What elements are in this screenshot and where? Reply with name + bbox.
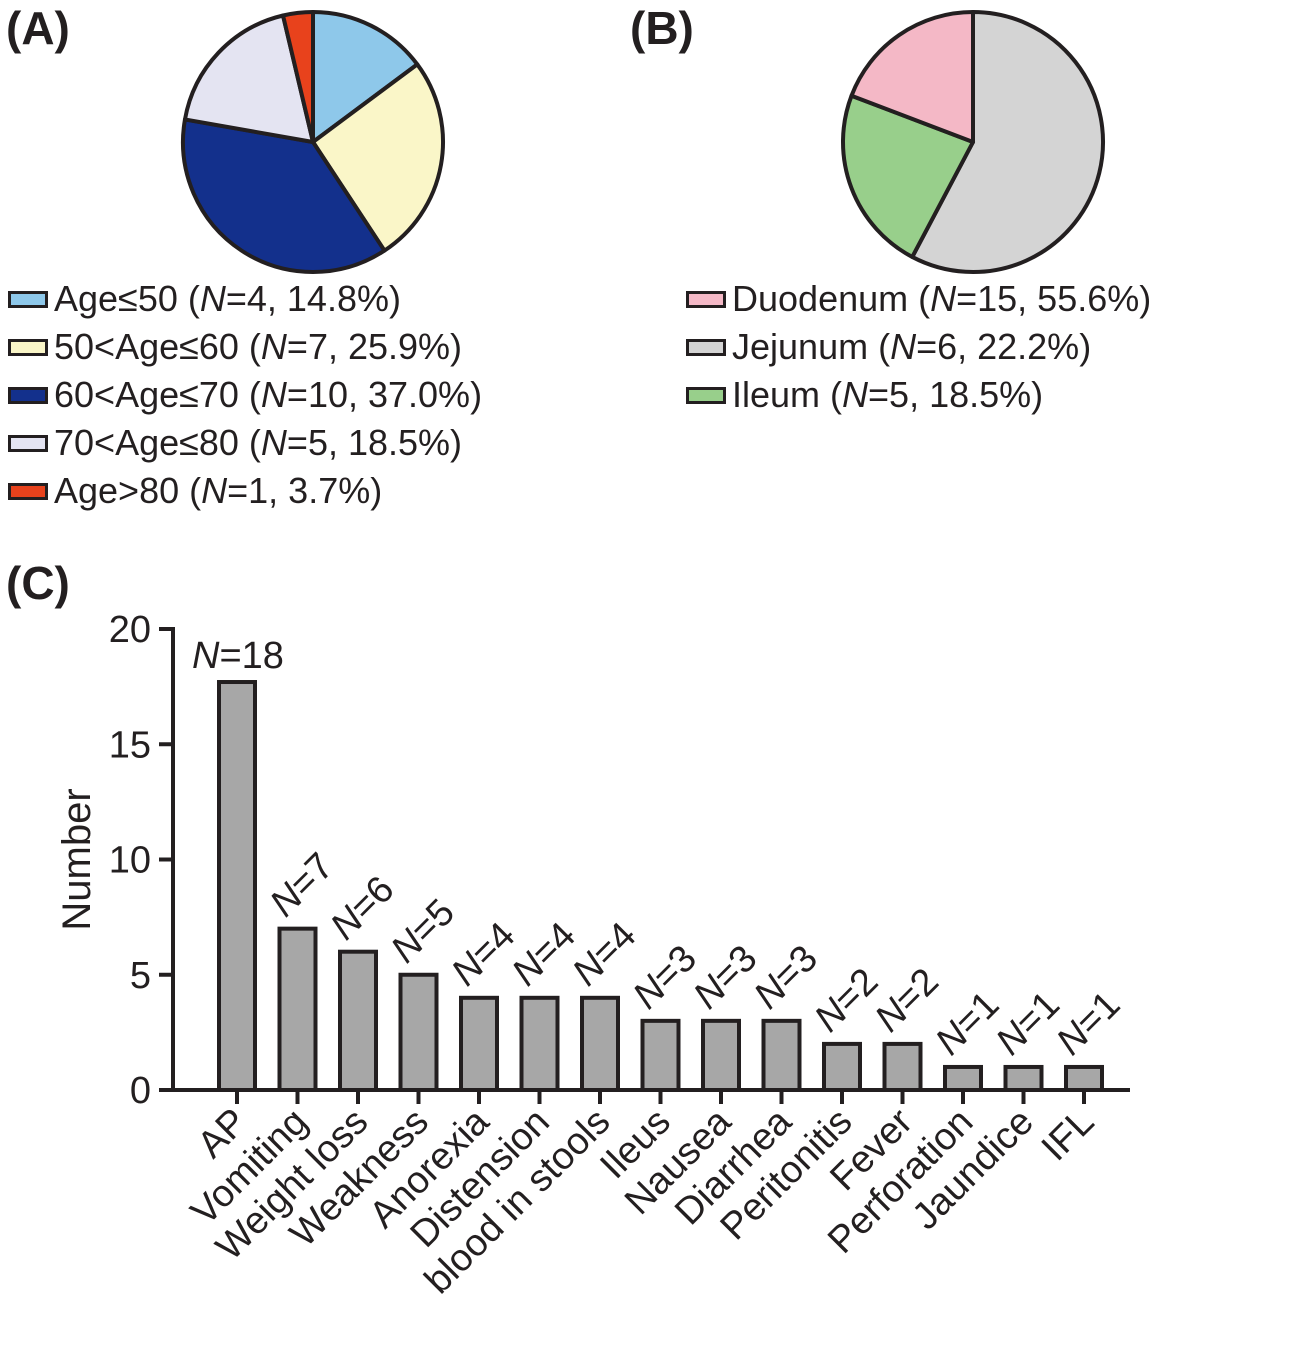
bar-ileus bbox=[640, 1018, 681, 1092]
bar-ap bbox=[217, 680, 257, 1092]
legend-a-n-symbol: N bbox=[201, 470, 228, 511]
legend-a-entry: 60<Age≤70 (N=10, 37.0%) bbox=[8, 371, 482, 419]
pie-a-slice-age-50 bbox=[311, 10, 420, 144]
pie-b-slice-duodenum bbox=[910, 10, 1105, 274]
legend-a-text: 70<Age≤80 (N=5, 18.5%) bbox=[54, 419, 462, 467]
y-axis-label: Number bbox=[55, 788, 99, 930]
bar-fever bbox=[882, 1041, 923, 1093]
legend-b-entry: Ileum (N=5, 18.5%) bbox=[686, 371, 1151, 419]
legend-b-label: Duodenum ( bbox=[732, 278, 931, 319]
legend-a-text: 60<Age≤70 (N=10, 37.0%) bbox=[54, 371, 482, 419]
legend-a-swatch bbox=[8, 482, 48, 500]
legend-b-swatch bbox=[686, 290, 726, 308]
legend-a-text: Age≤50 (N=4, 14.8%) bbox=[54, 275, 401, 323]
bar-anorexia bbox=[459, 995, 499, 1092]
legend-a-swatch bbox=[8, 434, 48, 452]
legend-a-value: =10, 37.0%) bbox=[286, 374, 483, 415]
legend-b-swatch bbox=[686, 386, 726, 404]
bar-diarrhea bbox=[761, 1018, 802, 1092]
y-tick-label: 0 bbox=[130, 1070, 151, 1112]
legend-a-value: =7, 25.9%) bbox=[286, 326, 463, 367]
legend-a-value: =4, 14.8%) bbox=[225, 278, 401, 319]
legend-b-n-symbol: N bbox=[842, 374, 869, 415]
pie-a-slice-age-80 bbox=[281, 9, 315, 144]
legend-b-text: Ileum (N=5, 18.5%) bbox=[732, 371, 1043, 419]
legend-b-swatch bbox=[686, 338, 726, 356]
pie-chart-age bbox=[181, 9, 446, 275]
legend-a-entry: Age≤50 (N=4, 14.8%) bbox=[8, 275, 482, 323]
bar-weakness bbox=[398, 972, 439, 1092]
bar-vomiting bbox=[277, 926, 318, 1093]
legend-a-value: =1, 3.7%) bbox=[227, 470, 383, 511]
y-tick-label: 15 bbox=[109, 724, 151, 766]
data-label-ap: N=18 bbox=[192, 635, 284, 677]
pie-a-slice-70-age-80 bbox=[182, 13, 315, 144]
pie-b-slice-jejunum bbox=[841, 93, 975, 259]
legend-a-value: =5, 18.5%) bbox=[286, 422, 463, 463]
legend-a-n-symbol: N bbox=[260, 374, 287, 415]
bar-nausea bbox=[701, 1018, 741, 1092]
y-tick-label: 10 bbox=[109, 840, 151, 882]
legend-b-value: =6, 22.2%) bbox=[916, 326, 1092, 367]
legend-b-label: Jejunum ( bbox=[732, 326, 891, 367]
bar-perforation bbox=[943, 1064, 983, 1092]
bar-weight-loss bbox=[338, 949, 378, 1093]
legend-a-swatch bbox=[8, 338, 48, 356]
legend-a-n-symbol: N bbox=[260, 326, 287, 367]
y-tick-label: 20 bbox=[109, 609, 151, 651]
bar-jaundice bbox=[1003, 1064, 1044, 1092]
data-label-nausea: N=3 bbox=[686, 937, 766, 1017]
legend-b-n-symbol: N bbox=[930, 278, 957, 319]
legend-b-label: Ileum ( bbox=[732, 374, 843, 415]
legend-a-entry: 50<Age≤60 (N=7, 25.9%) bbox=[8, 323, 482, 371]
panel-label-a: (A) bbox=[6, 2, 70, 54]
bar-ifl bbox=[1064, 1064, 1104, 1092]
pie-b-slice-ileum bbox=[849, 10, 975, 144]
legend-a-label: Age≤50 ( bbox=[54, 278, 200, 319]
legend-a-entry: 70<Age≤80 (N=5, 18.5%) bbox=[8, 419, 482, 467]
legend-location: Duodenum (N=15, 55.6%) Jejunum (N=6, 22.2… bbox=[686, 275, 1151, 419]
data-label-ifl: N=1 bbox=[1049, 984, 1129, 1064]
legend-a-n-symbol: N bbox=[260, 422, 287, 463]
legend-b-entry: Jejunum (N=6, 22.2%) bbox=[686, 323, 1151, 371]
data-label-distension: N=4 bbox=[504, 914, 584, 994]
pie-a-slice-50-age-60 bbox=[311, 62, 446, 253]
pie-chart-location bbox=[841, 10, 1105, 274]
bar-blood-in-stools bbox=[580, 995, 620, 1092]
legend-b-entry: Duodenum (N=15, 55.6%) bbox=[686, 275, 1151, 323]
legend-b-value: =15, 55.6%) bbox=[956, 278, 1152, 319]
panel-label-b: (B) bbox=[630, 2, 694, 54]
legend-b-value: =5, 18.5%) bbox=[868, 374, 1044, 415]
panel-label-c: (C) bbox=[6, 557, 70, 609]
bar-distension bbox=[519, 995, 560, 1092]
legend-a-entry: Age>80 (N=1, 3.7%) bbox=[8, 467, 482, 515]
legend-a-label: Age>80 ( bbox=[54, 470, 202, 511]
y-tick-label: 5 bbox=[130, 955, 151, 997]
legend-b-text: Duodenum (N=15, 55.6%) bbox=[732, 275, 1151, 323]
legend-a-label: 60<Age≤70 ( bbox=[54, 374, 261, 415]
legend-a-text: Age>80 (N=1, 3.7%) bbox=[54, 467, 382, 515]
legend-a-swatch bbox=[8, 290, 48, 308]
x-tick-label-ifl: IFL bbox=[1034, 1101, 1103, 1170]
legend-a-text: 50<Age≤60 (N=7, 25.9%) bbox=[54, 323, 462, 371]
legend-a-swatch bbox=[8, 386, 48, 404]
pie-a-slice-60-age-70 bbox=[181, 117, 387, 275]
legend-b-n-symbol: N bbox=[890, 326, 917, 367]
legend-a-label: 70<Age≤80 ( bbox=[54, 422, 261, 463]
bar-peritonitis bbox=[822, 1041, 862, 1093]
legend-age: Age≤50 (N=4, 14.8%) 50<Age≤60 (N=7, 25.9%… bbox=[8, 275, 482, 515]
legend-a-n-symbol: N bbox=[199, 278, 226, 319]
legend-a-label: 50<Age≤60 ( bbox=[54, 326, 261, 367]
legend-b-text: Jejunum (N=6, 22.2%) bbox=[732, 323, 1091, 371]
data-label-jaundice: N=1 bbox=[988, 984, 1068, 1064]
